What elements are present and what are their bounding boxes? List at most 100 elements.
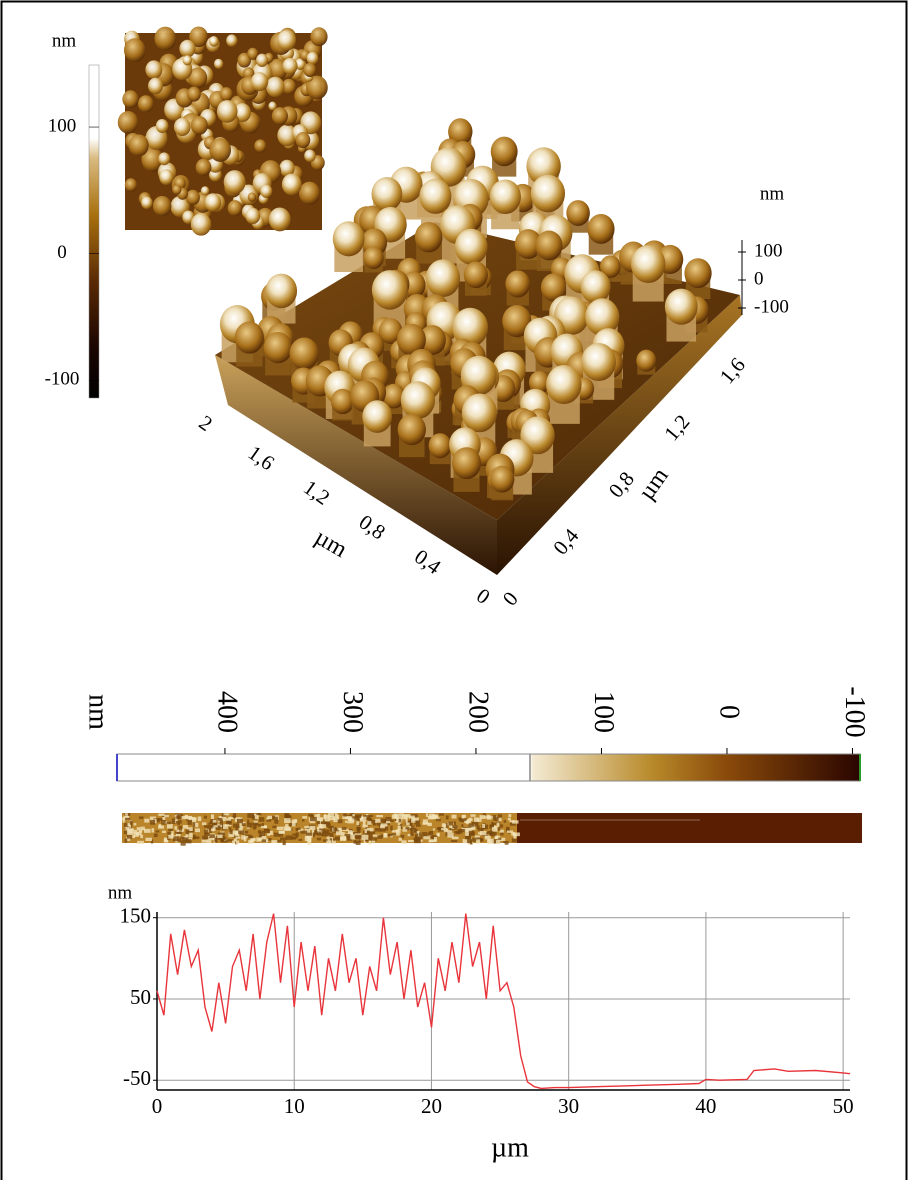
texture [181,837,189,842]
texture [260,825,267,829]
grain-top [490,136,518,167]
grain-top [400,381,436,419]
grain [152,195,172,217]
texture [329,834,334,838]
texture [286,815,292,821]
texture [185,839,192,844]
texture [391,833,397,836]
texture [314,829,317,834]
texture [349,813,355,817]
texture [502,840,506,843]
colorbar-2d-bar [88,64,100,399]
texture [307,840,312,845]
x-tick-label: 10 [284,1094,305,1118]
grain [216,99,238,123]
texture [346,835,351,838]
grain-top [514,229,542,259]
texture [136,827,141,831]
texture [284,813,290,819]
texture [133,823,137,826]
texture [398,813,405,817]
texture [467,838,472,844]
grain-top [382,383,406,409]
texture [486,814,491,819]
grain-top [425,259,461,298]
texture [300,830,308,834]
texture [223,839,228,842]
texture [258,835,263,840]
grain [306,51,319,65]
grain [265,76,285,98]
texture [235,840,240,844]
grain [145,60,163,79]
grain [254,139,267,153]
texture [188,832,193,838]
texture [355,814,361,819]
grain [188,67,208,89]
texture [210,814,215,819]
texture [235,826,241,831]
texture [227,819,232,824]
texture [247,813,254,818]
y-tick-label: 50 [130,985,151,1009]
texture [129,820,133,825]
texture [493,816,499,822]
texture [459,818,462,822]
texture [447,833,454,838]
texture [438,827,441,832]
texture [138,829,143,833]
texture [369,819,377,824]
texture [352,816,360,821]
grain [117,110,139,134]
texture [161,819,166,825]
grain [137,95,154,113]
texture [508,814,512,818]
grain [179,39,196,58]
grain [219,87,233,102]
texture [246,826,250,829]
texture [496,818,502,822]
texture [153,833,158,838]
texture [278,832,284,837]
grain [195,158,212,176]
grain-top [581,342,616,382]
texture [296,827,301,831]
texture [438,813,444,816]
texture [175,817,178,822]
texture [498,837,502,840]
texture [358,837,361,843]
texture [178,825,183,831]
texture [415,824,421,827]
texture [422,822,430,825]
texture [247,834,252,839]
grain [209,36,219,47]
texture [220,840,228,843]
grain-top [234,321,264,354]
texture [334,836,341,841]
texture [123,830,129,835]
grain [237,52,252,68]
texture [347,821,354,824]
texture [491,822,496,825]
x-tick-label: 0 [152,1094,163,1118]
texture [202,835,209,840]
texture [408,825,411,829]
texture [187,827,193,831]
texture [479,830,487,836]
grain-top [332,221,365,257]
texture [387,833,392,837]
texture [376,815,383,818]
texture [329,826,333,832]
x-tick-label: 30 [558,1094,579,1118]
surface-side-right [497,295,742,575]
texture [201,839,208,843]
texture [187,820,192,825]
texture [368,814,374,817]
texture [335,830,343,836]
texture [233,823,240,828]
grain-top [461,393,498,433]
texture [412,817,419,821]
texture [375,818,381,824]
texture [320,824,327,828]
colorbar-tick-label: 300 [337,691,368,733]
